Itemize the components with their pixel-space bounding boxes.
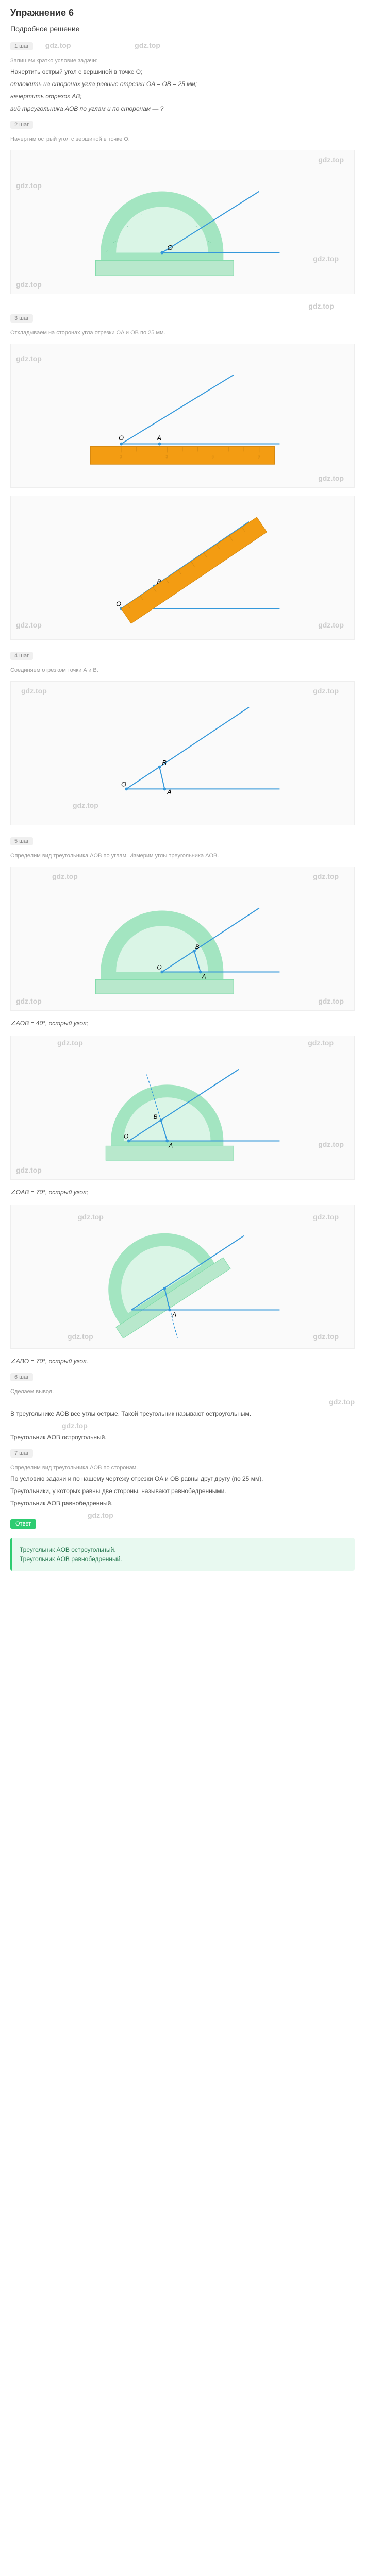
conclusion: Треугольник AOB равнобедренный. xyxy=(10,1499,355,1508)
answer-section: Ответ Треугольник AOB остроугольный. Тре… xyxy=(10,1519,355,1571)
conclusion: Треугольник AOB остроугольный. xyxy=(10,1433,355,1442)
point-label-o: O xyxy=(167,244,173,252)
svg-text:0: 0 xyxy=(120,454,122,459)
figure-angle-oab: gdz.top gdz.top gdz.top gdz.top O A B xyxy=(10,1036,355,1180)
angle-aob-svg: O A B xyxy=(21,877,344,1000)
point-label-o: O xyxy=(119,434,124,442)
watermark: gdz.top xyxy=(88,1511,355,1519)
step-badge: 3 шаг xyxy=(10,314,33,323)
problem-line: вид треугольника AOB по углам и по сторо… xyxy=(10,104,355,113)
answer-text: Треугольник AOB равнобедренный. xyxy=(20,1555,347,1563)
angle-result: ∠OAB = 70°, острый угол; xyxy=(10,1188,355,1197)
point-label-a: A xyxy=(167,788,172,795)
point-label-a: A xyxy=(202,973,206,980)
ruler-ob-svg: O B xyxy=(21,506,344,629)
point-label-b: B xyxy=(153,1113,157,1121)
figure-triangle: gdz.top gdz.top gdz.top O A B xyxy=(10,681,355,825)
point-label-a: A xyxy=(172,1311,176,1318)
figure-ruler-ob: gdz.top gdz.top O B xyxy=(10,496,355,640)
ruler-oa-svg: O A 0 3 6 9 xyxy=(21,354,344,477)
step-badge: 6 шаг xyxy=(10,1373,33,1381)
problem-line: начертить отрезок AB; xyxy=(10,92,355,101)
triangle-svg: O A B xyxy=(21,692,344,815)
conclusion: В треугольнике AOB все углы острые. Тако… xyxy=(10,1409,355,1418)
step-caption: Соединяем отрезком точки A и B. xyxy=(10,667,355,673)
problem-line: отложить на сторонах угла равные отрезки… xyxy=(10,79,355,89)
point-label-b: B xyxy=(195,943,200,951)
svg-text:9: 9 xyxy=(258,454,260,459)
figure-angle-aob: gdz.top gdz.top gdz.top gdz.top O A B xyxy=(10,867,355,1011)
watermark: gdz.top xyxy=(10,302,334,310)
svg-text:6: 6 xyxy=(212,454,214,459)
step-caption: Сделаем вывод. xyxy=(10,1388,355,1395)
protractor-svg: O xyxy=(21,161,344,283)
solution-subtitle: Подробное решение xyxy=(10,25,355,33)
answer-box: Треугольник AOB остроугольный. Треугольн… xyxy=(10,1538,355,1571)
step-badge: 5 шаг xyxy=(10,837,33,845)
watermark: gdz.top xyxy=(135,41,160,49)
point-label-a: A xyxy=(156,434,161,442)
watermark: gdz.top xyxy=(62,1421,355,1430)
step-caption: Начертим острый угол с вершиной в точке … xyxy=(10,136,355,142)
answer-label: Ответ xyxy=(10,1519,36,1529)
point-label-o: O xyxy=(121,780,126,788)
problem-line: Начертить острый угол с вершиной в точке… xyxy=(10,67,355,76)
conclusion: Треугольники, у которых равны две сторон… xyxy=(10,1486,355,1496)
step-caption: Определим вид треугольника AOB по углам.… xyxy=(10,853,355,859)
step-caption: Откладываем на сторонах угла отрезки OA … xyxy=(10,330,355,336)
angle-abo-svg: A xyxy=(21,1215,344,1338)
point-label-o: O xyxy=(157,964,161,971)
angle-result: ∠ABO = 70°, острый угол. xyxy=(10,1357,355,1366)
exercise-title: Упражнение 6 xyxy=(10,8,355,19)
step-badge: 4 шаг xyxy=(10,652,33,660)
watermark: gdz.top xyxy=(45,41,71,49)
watermark: gdz.top xyxy=(57,1039,83,1047)
answer-text: Треугольник AOB остроугольный. xyxy=(20,1546,347,1553)
angle-result: ∠AOB = 40°, острый угол; xyxy=(10,1019,355,1028)
step-badge: 2 шаг xyxy=(10,121,33,129)
step-badge: 7 шаг xyxy=(10,1449,33,1458)
step-badge: 1 шаг xyxy=(10,42,33,50)
angle-oab-svg: O A B xyxy=(21,1046,344,1169)
figure-angle-abo: gdz.top gdz.top gdz.top gdz.top A xyxy=(10,1205,355,1349)
point-label-o: O xyxy=(116,600,121,607)
figure-ruler-oa: gdz.top gdz.top O A 0 3 6 9 xyxy=(10,344,355,488)
point-label-a: A xyxy=(168,1142,173,1149)
point-label-o: O xyxy=(124,1133,128,1140)
point-label-b: B xyxy=(162,759,167,767)
step-caption: Запишем кратко условие задачи: xyxy=(10,58,355,64)
conclusion: По условию задачи и по нашему чертежу от… xyxy=(10,1474,355,1483)
step-caption: Определим вид треугольника AOB по сторон… xyxy=(10,1465,355,1471)
svg-text:3: 3 xyxy=(165,454,168,459)
watermark: gdz.top xyxy=(10,1398,355,1406)
figure-protractor-angle: gdz.top gdz.top gdz.top gdz.top O xyxy=(10,150,355,294)
watermark: gdz.top xyxy=(308,1039,334,1047)
